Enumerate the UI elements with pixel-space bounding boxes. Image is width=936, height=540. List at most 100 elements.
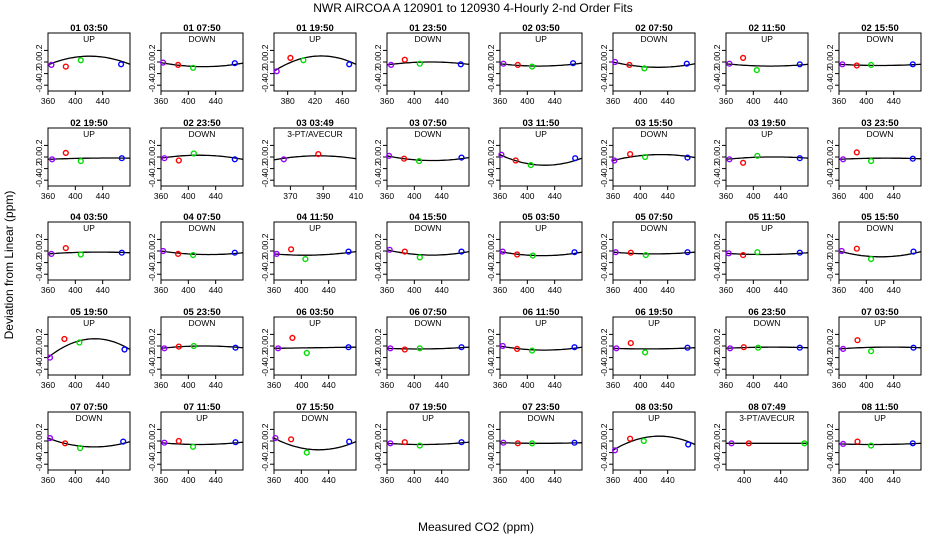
x-tick-label: 400 [520,96,534,106]
fit-curve [612,347,696,350]
y-tick-label: -0.2 [599,66,609,81]
y-tick-label: 0.2 [34,139,44,151]
panel-direction-label: UP [196,413,208,423]
x-tick-label: 360 [719,96,733,106]
panel-direction-label: DOWN [867,34,894,44]
x-tick-label: 400 [68,380,82,390]
x-tick-label: 400 [520,475,534,485]
data-point [854,438,861,445]
x-tick-label: 400 [407,475,421,485]
y-tick-label: 0.2 [147,44,157,56]
data-point [190,252,197,259]
panel-title: 05 07:50 [635,212,673,223]
fit-curve [160,61,244,68]
data-point [909,155,916,162]
data-point [627,340,634,347]
fit-curve [838,157,921,160]
y-tick-label: -0.4 [373,173,383,188]
y-tick-label: -0.4 [260,78,270,93]
y-tick-label: -0.2 [34,161,44,176]
y-tick-label: 0.2 [599,423,609,435]
x-tick-label: 440 [774,285,788,295]
y-tick-label: 0.0 [373,151,383,163]
x-tick-label: 400 [520,285,534,295]
x-tick-label: 400 [520,191,534,201]
x-tick-label: 440 [209,475,223,485]
x-tick-label: 360 [267,380,281,390]
y-tick-label: -0.2 [486,350,496,365]
fit-curve [725,63,809,67]
y-tick-label: -0.2 [147,445,157,460]
x-tick-label: 400 [633,285,647,295]
y-tick-label: 0.2 [486,139,496,151]
panel-direction-label: UP [535,223,547,233]
y-tick-label: -0.2 [486,445,496,460]
y-tick-label: -0.4 [599,173,609,188]
y-tick-label: 0.2 [486,423,496,435]
x-tick-label: 360 [41,285,55,295]
data-point [303,349,310,357]
fit-curve [612,153,696,162]
x-tick-label: 400 [181,380,195,390]
data-point [801,440,808,447]
data-point [401,56,408,63]
y-tick-label: 0.2 [260,44,270,56]
fit-curve [386,249,470,256]
y-tick-label: 0.0 [260,245,270,257]
data-point [685,441,692,448]
y-tick-label: -0.2 [34,255,44,270]
data-point [514,440,521,447]
x-tick-label: 360 [41,191,55,201]
y-tick-label: -0.4 [147,267,157,282]
data-point [512,157,519,164]
data-point [684,249,691,256]
x-tick-label: 440 [887,285,901,295]
x-tick-label: 400 [746,380,760,390]
y-tick-label: -0.2 [486,161,496,176]
y-tick-label: 0.0 [486,435,496,447]
fit-curve [386,155,470,162]
data-point [160,247,167,255]
y-tick-label: -0.2 [825,255,835,270]
y-tick-label: -0.2 [599,161,609,176]
x-tick-label: 360 [832,191,846,201]
panel-title: 01 07:50 [183,23,221,34]
data-point [48,61,55,69]
panel-direction-label: UP [761,129,773,139]
panel-title: 06 19:50 [635,307,673,318]
x-tick-label: 400 [859,475,873,485]
data-point [796,249,803,256]
data-point [161,345,168,352]
data-point [514,61,521,69]
x-tick-label: 440 [322,475,336,485]
y-tick-label: 0.2 [825,44,835,56]
data-point [302,256,309,263]
x-tick-label: 440 [96,191,110,201]
data-point [739,252,747,259]
y-tick-label: 0.0 [147,340,157,352]
panel-direction-label: UP [535,129,547,139]
x-tick-label: 360 [154,380,168,390]
fit-curve [273,155,357,161]
y-tick-label: -0.4 [34,173,44,188]
panel-direction-label: DOWN [76,413,103,423]
panel-title: 03 03:49 [296,118,334,129]
y-tick-label: -0.2 [712,161,722,176]
data-point [627,249,634,256]
y-tick-label: -0.4 [34,457,44,472]
x-tick-label: 400 [181,285,195,295]
y-tick-label: -0.4 [599,362,609,377]
y-tick-label: 0.0 [712,56,722,68]
x-tick-label: 360 [493,475,507,485]
data-point [909,61,916,68]
data-point [728,440,735,447]
y-tick-label: 0.0 [260,151,270,163]
y-tick-label: 0.0 [373,340,383,352]
data-point [613,345,620,352]
panel-direction-label: UP [83,223,95,233]
